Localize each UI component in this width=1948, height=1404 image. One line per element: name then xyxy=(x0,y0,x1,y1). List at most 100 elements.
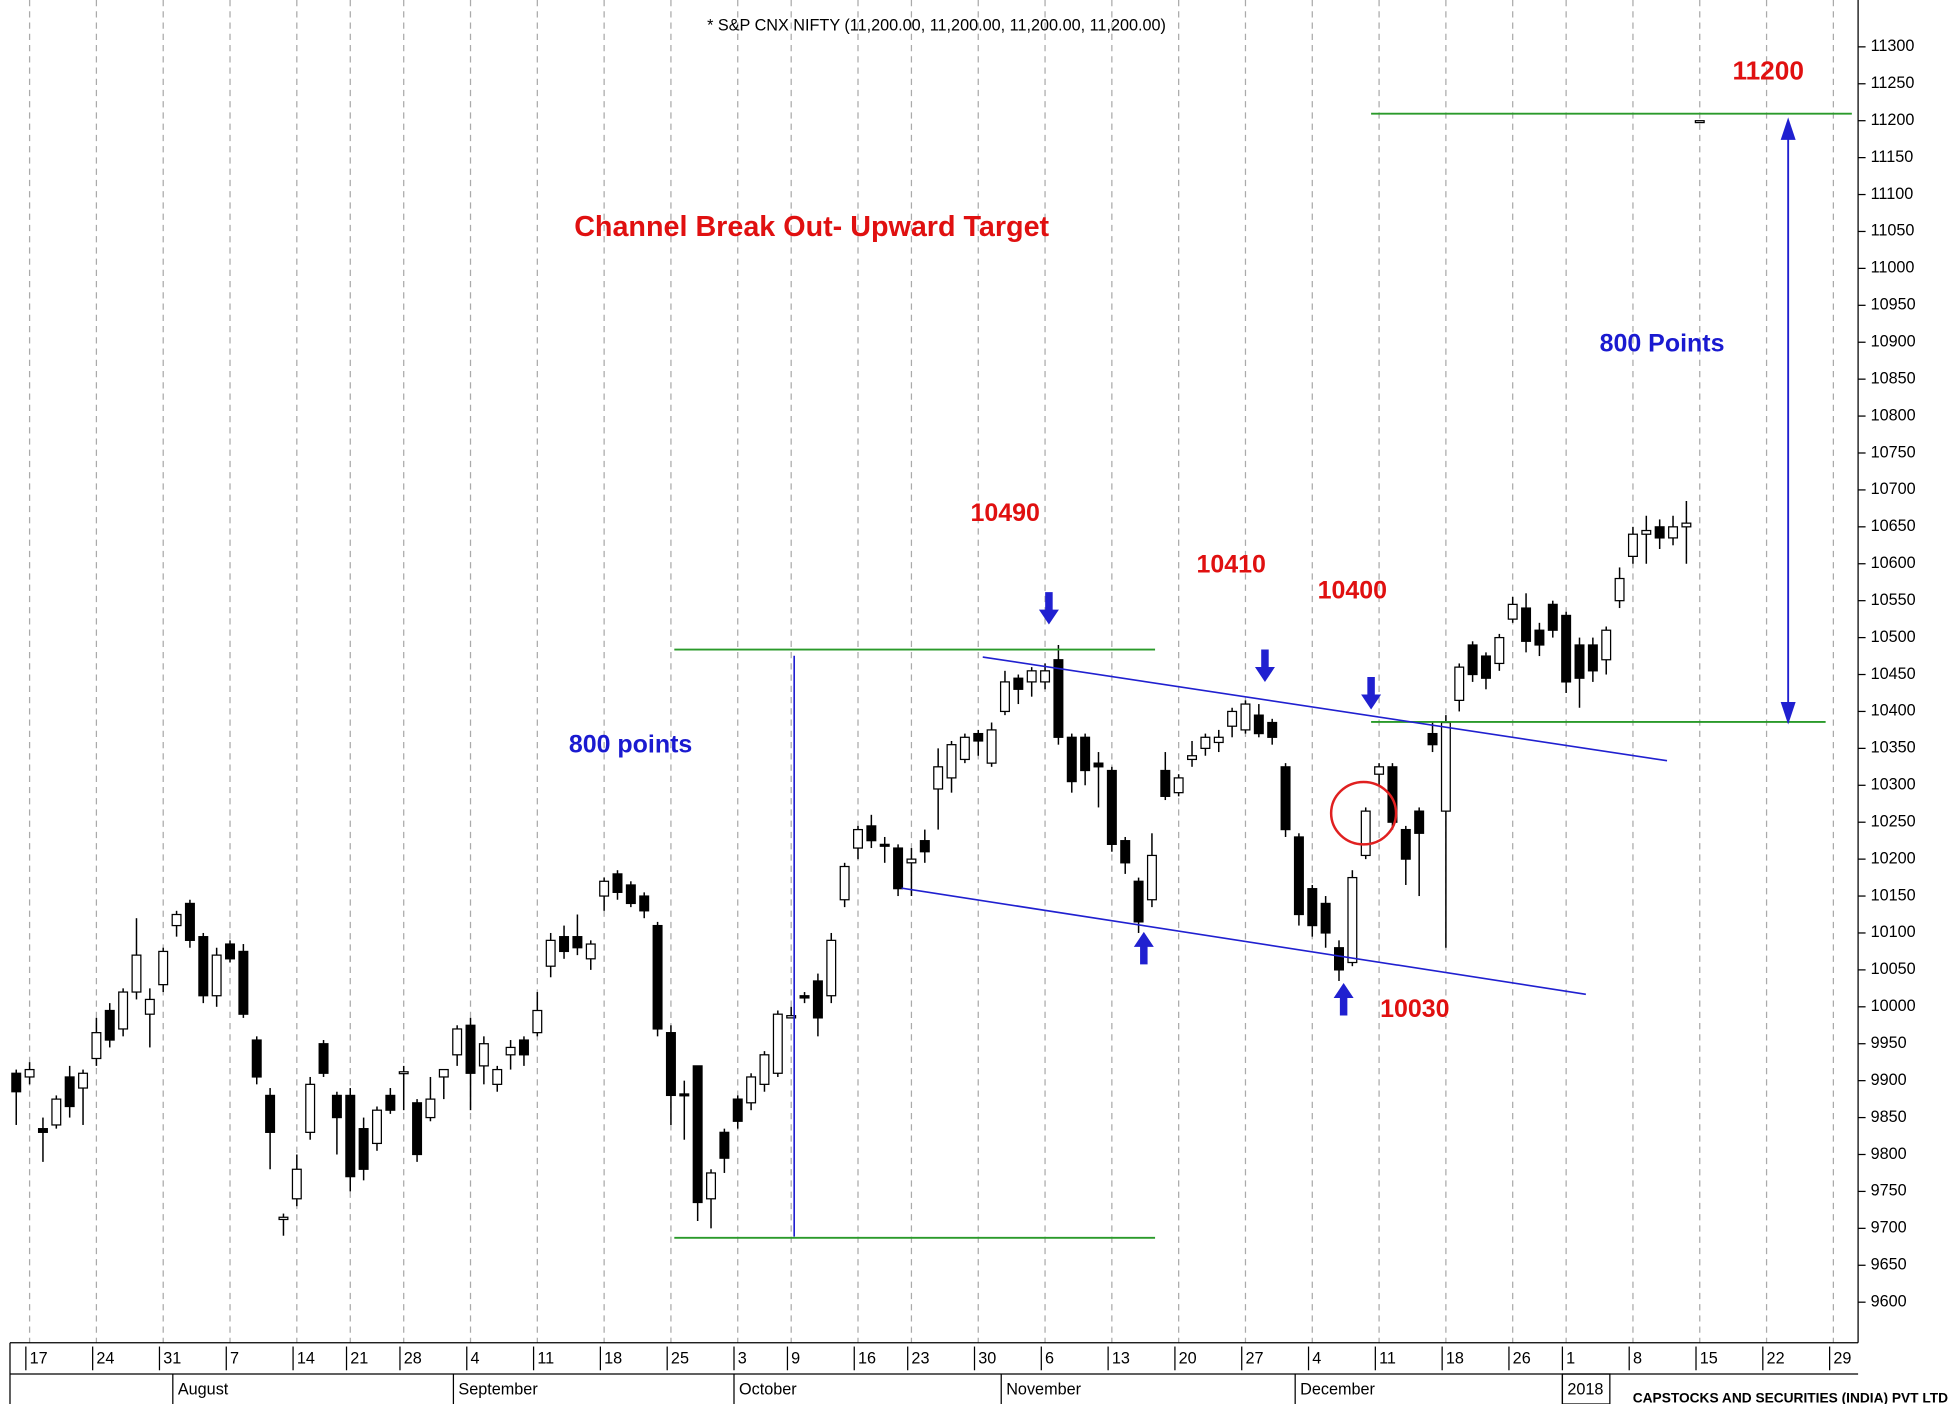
candle-body xyxy=(358,1128,369,1170)
y-tick-label: 10450 xyxy=(1871,665,1916,683)
candle-body xyxy=(1320,902,1331,934)
candle-body xyxy=(1240,703,1251,731)
candle-body xyxy=(1587,644,1598,672)
x-tick-label: 22 xyxy=(1767,1349,1785,1367)
candle-body xyxy=(772,1013,783,1074)
x-tick-label: 29 xyxy=(1833,1349,1851,1367)
candle-body xyxy=(265,1094,276,1133)
x-tick-label: 28 xyxy=(404,1349,422,1367)
candle-body xyxy=(78,1072,89,1089)
x-tick-label: 31 xyxy=(163,1349,181,1367)
y-tick-label: 11000 xyxy=(1871,259,1915,277)
candle-body xyxy=(91,1032,102,1060)
y-tick-label: 10500 xyxy=(1871,628,1916,646)
up-arrow xyxy=(1133,931,1154,965)
candle-body xyxy=(211,954,222,997)
candle-body xyxy=(599,880,610,897)
candle-body xyxy=(238,950,249,1015)
annotation: 800 points xyxy=(569,730,692,758)
annotation: Channel Break Out- Upward Target xyxy=(574,211,1049,243)
candle-body xyxy=(719,1131,730,1159)
x-tick-label: 11 xyxy=(537,1349,554,1367)
year-box xyxy=(1561,1373,1611,1404)
x-tick-label: 17 xyxy=(30,1349,48,1367)
y-tick-label: 10800 xyxy=(1871,406,1916,424)
candle-body xyxy=(1160,769,1171,797)
down-arrow xyxy=(1361,677,1382,710)
x-tick-label: 8 xyxy=(1633,1349,1642,1367)
candle-body xyxy=(1627,533,1638,557)
candle-body xyxy=(131,954,142,993)
candle-body xyxy=(1227,710,1238,727)
candle-body xyxy=(51,1098,62,1126)
candle-body xyxy=(452,1028,463,1056)
candle-body xyxy=(505,1046,516,1056)
candle-body xyxy=(612,873,623,893)
candle-body xyxy=(1374,766,1385,775)
y-tick-label: 10000 xyxy=(1871,997,1916,1015)
candle-body xyxy=(559,936,570,953)
x-tick-label: 3 xyxy=(738,1349,747,1367)
candle-body xyxy=(1534,629,1545,646)
month-label: December xyxy=(1300,1381,1375,1399)
candle-body xyxy=(1574,644,1585,679)
annotation: 800 Points xyxy=(1600,329,1725,357)
up-arrow xyxy=(1333,983,1354,1016)
candle-body xyxy=(331,1094,342,1119)
candle-body xyxy=(1173,777,1184,794)
candle-body xyxy=(812,980,823,1019)
candle-body xyxy=(291,1168,302,1200)
candle-body xyxy=(1213,736,1224,744)
x-tick-label: 18 xyxy=(1446,1349,1464,1367)
month-label: November xyxy=(1006,1381,1081,1399)
down-arrow xyxy=(1254,649,1275,683)
y-tick-label: 9600 xyxy=(1871,1292,1907,1310)
candle-body xyxy=(879,843,890,847)
month-label: 2018 xyxy=(1567,1381,1603,1399)
candle-body xyxy=(478,1043,489,1067)
x-tick-label: 18 xyxy=(604,1349,622,1367)
channel-line xyxy=(982,656,1668,762)
x-tick-label: 26 xyxy=(1513,1349,1531,1367)
y-tick-label: 9850 xyxy=(1871,1108,1907,1126)
y-tick-label: 10550 xyxy=(1871,591,1916,609)
candle-body xyxy=(438,1068,449,1078)
candle-body xyxy=(1093,762,1104,768)
annotation: 10030 xyxy=(1380,995,1449,1023)
chart-title: * S&P CNX NIFTY (11,200.00, 11,200.00, 1… xyxy=(707,17,1166,35)
y-tick-label: 10600 xyxy=(1871,554,1916,572)
month-label: August xyxy=(178,1381,229,1399)
candles xyxy=(11,120,1705,1236)
candle-body xyxy=(1280,766,1291,831)
y-tick-label: 10700 xyxy=(1871,480,1916,498)
candle-body xyxy=(665,1032,676,1097)
candle-body xyxy=(732,1098,743,1122)
x-tick-label: 11 xyxy=(1379,1349,1396,1367)
candle-body xyxy=(144,998,155,1015)
y-tick-label: 9950 xyxy=(1871,1034,1907,1052)
x-tick-label: 21 xyxy=(350,1349,368,1367)
candle-body xyxy=(1400,828,1411,860)
candle-body xyxy=(852,828,863,849)
candle-body xyxy=(465,1024,476,1074)
candle-body xyxy=(385,1094,396,1111)
candle-body xyxy=(492,1068,503,1085)
y-tick-label: 10050 xyxy=(1871,960,1916,978)
candle-body xyxy=(278,1216,289,1221)
y-tick-label: 10900 xyxy=(1871,333,1916,351)
candle-body xyxy=(1267,721,1278,738)
candle-body xyxy=(1694,120,1705,124)
candle-body xyxy=(1561,614,1572,683)
candle-body xyxy=(1507,603,1518,620)
axes: 9600 9650 9700 9750 9800 9850 9900 9950 10000 100… xyxy=(25,37,1916,1404)
candle-body xyxy=(1133,880,1144,923)
y-tick-label: 10950 xyxy=(1871,296,1916,314)
candle-body xyxy=(1454,666,1465,701)
y-tick-label: 11050 xyxy=(1871,222,1915,240)
x-tick-label: 16 xyxy=(858,1349,876,1367)
candle-body xyxy=(532,1009,543,1034)
drawings xyxy=(674,112,1852,1239)
x-tick-label: 13 xyxy=(1112,1349,1130,1367)
y-tick-label: 9900 xyxy=(1871,1071,1907,1089)
candle-body xyxy=(412,1102,423,1156)
